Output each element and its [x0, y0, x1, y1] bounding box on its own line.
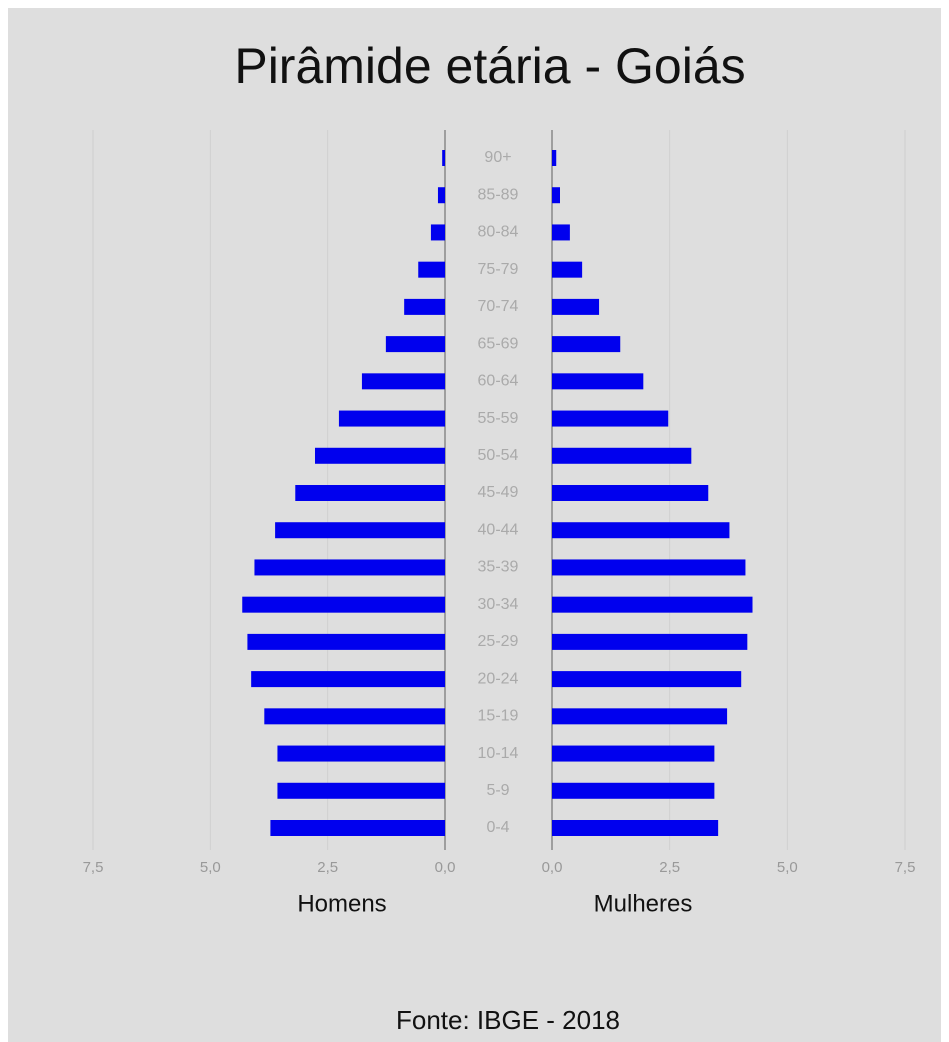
category-label: 5-9 [486, 782, 509, 799]
category-label: 30-34 [478, 596, 519, 613]
x-tick-label: 7,5 [895, 859, 916, 876]
category-label: 40-44 [478, 521, 519, 538]
x-tick-label: 7,5 [83, 859, 104, 876]
bar [552, 224, 570, 241]
category-label: 10-14 [478, 745, 519, 762]
bar [552, 559, 746, 576]
bar [552, 261, 583, 278]
category-label: 90+ [484, 149, 511, 166]
background [8, 8, 941, 1042]
bar [552, 447, 692, 464]
bar [552, 150, 557, 166]
bar [275, 522, 445, 539]
bar [314, 447, 445, 464]
bar [242, 596, 445, 613]
bar [552, 485, 709, 501]
x-tick-label: 5,0 [777, 859, 798, 876]
bar [437, 187, 445, 204]
category-label: 45-49 [478, 484, 519, 501]
bar [552, 633, 748, 650]
axis-label: Homens [297, 890, 386, 917]
bar [361, 373, 445, 390]
bar [552, 187, 561, 204]
category-label: 75-79 [478, 261, 519, 278]
chart-title: Pirâmide etária - Goiás [234, 38, 745, 94]
bar [277, 782, 445, 799]
bar [552, 410, 669, 427]
category-label: 35-39 [478, 559, 519, 576]
category-label: 70-74 [478, 298, 519, 315]
bar [552, 298, 600, 315]
bar [552, 522, 730, 539]
bar [270, 820, 445, 836]
category-label: 50-54 [478, 447, 519, 464]
bar [552, 820, 719, 836]
bar [251, 671, 445, 688]
category-label: 80-84 [478, 224, 519, 241]
category-label: 60-64 [478, 373, 519, 390]
bar [247, 633, 445, 650]
category-label: 25-29 [478, 633, 519, 650]
x-tick-label: 2,5 [317, 859, 338, 876]
x-tick-label: 2,5 [659, 859, 680, 876]
bar [254, 559, 445, 576]
bar [404, 298, 445, 315]
x-tick-label: 5,0 [200, 859, 221, 876]
category-label: 85-89 [478, 186, 519, 203]
bar [264, 708, 445, 725]
bar [385, 336, 445, 353]
bar [552, 336, 621, 353]
bar [430, 224, 445, 241]
x-tick-label: 0,0 [435, 859, 456, 876]
bar [552, 596, 753, 613]
category-label: 65-69 [478, 335, 519, 352]
source: Fonte: IBGE - 2018 [396, 1005, 620, 1035]
bar [277, 745, 445, 762]
axis-label: Mulheres [594, 890, 693, 917]
category-label: 20-24 [478, 670, 519, 687]
bar [295, 485, 445, 501]
bar [552, 782, 715, 799]
bar [552, 373, 644, 390]
category-label: 15-19 [478, 708, 519, 725]
bar [552, 671, 742, 688]
category-label: 55-59 [478, 410, 519, 427]
bar [442, 150, 445, 166]
bar [338, 410, 445, 427]
category-label: 0-4 [486, 819, 509, 836]
bar [418, 261, 445, 278]
bar [552, 745, 715, 762]
bar [552, 708, 728, 725]
x-tick-label: 0,0 [542, 859, 563, 876]
